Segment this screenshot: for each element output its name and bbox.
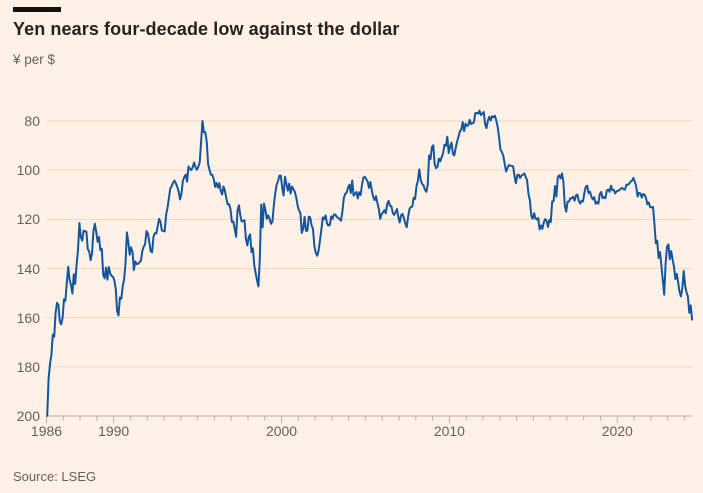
y-tick-label: 100	[16, 162, 40, 179]
chart-subtitle: ¥ per $	[13, 52, 56, 67]
y-tick-label: 200	[16, 408, 40, 424]
chart-title: Yen nears four-decade low against the do…	[13, 19, 400, 39]
y-tick-label: 180	[16, 358, 40, 375]
y-tick-label: 160	[16, 309, 40, 326]
data-line-usdjpy	[46, 109, 694, 417]
x-tick-label: 2010	[433, 423, 465, 439]
y-tick-label: 140	[16, 260, 40, 277]
y-tick-label: 120	[16, 211, 40, 228]
title-rule	[13, 7, 61, 12]
y-tick-label: 80	[24, 113, 40, 129]
x-tick-label: 1986	[30, 423, 63, 439]
x-tick-label: 2020	[601, 423, 633, 439]
x-tick-label: 2000	[265, 423, 298, 439]
x-tick-label: 1990	[98, 423, 130, 439]
source-note: Source: LSEG	[13, 469, 97, 484]
